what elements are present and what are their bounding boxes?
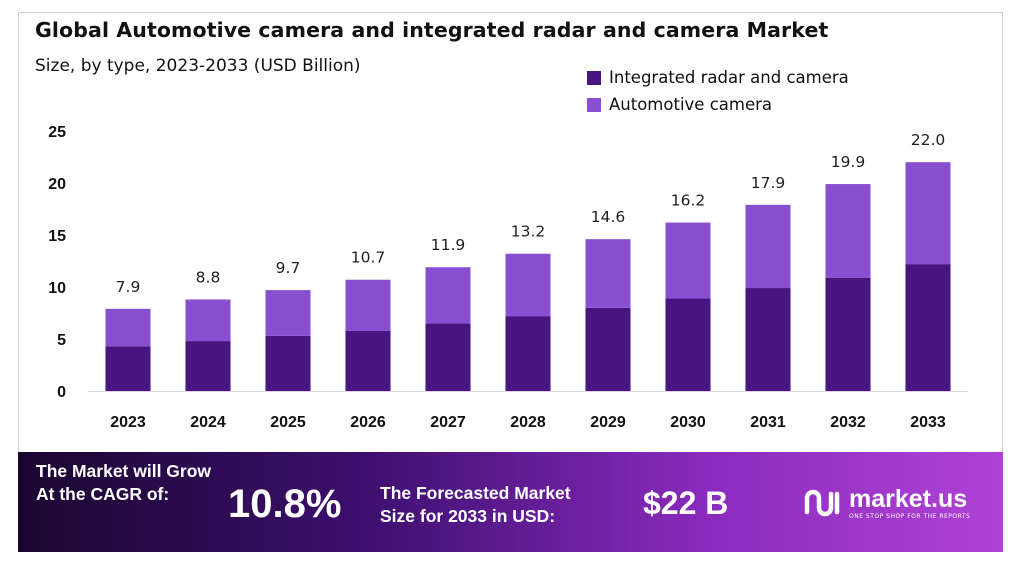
- x-tick-label: 2028: [510, 414, 546, 431]
- cagr-caption: The Market will Grow At the CAGR of:: [36, 460, 211, 506]
- y-tick-label: 15: [48, 228, 66, 245]
- x-tick-label: 2033: [910, 414, 946, 431]
- legend: Integrated radar and camera Automotive c…: [587, 64, 849, 118]
- bar-total-label: 22.0: [911, 131, 946, 149]
- legend-item-integrated: Integrated radar and camera: [587, 64, 849, 91]
- market-us-logo: market.us ONE STOP SHOP FOR THE REPORTS: [803, 486, 970, 520]
- x-tick-label: 2024: [190, 414, 226, 431]
- bar-total-label: 11.9: [431, 236, 466, 254]
- bar-automotive-camera: [425, 267, 471, 324]
- logo-wordmark: market.us: [849, 484, 968, 513]
- bar-automotive-camera: [345, 279, 391, 331]
- bar-total-label: 13.2: [511, 223, 546, 241]
- x-tick-label: 2023: [110, 414, 146, 431]
- bar-total-label: 9.7: [276, 259, 301, 277]
- cagr-caption-line1: The Market will Grow: [36, 461, 212, 481]
- bar-automotive-camera: [825, 184, 871, 278]
- bar-integrated-radar-camera: [505, 316, 551, 391]
- bar-integrated-radar-camera: [265, 335, 311, 391]
- forecast-caption: The Forecasted Market Size for 2033 in U…: [380, 482, 571, 528]
- bar-integrated-radar-camera: [745, 288, 791, 391]
- y-tick-label: 5: [57, 332, 66, 349]
- y-tick-label: 10: [48, 280, 66, 297]
- forecast-caption-line2: Size for 2033 in USD:: [380, 506, 556, 526]
- x-tick-label: 2030: [670, 414, 706, 431]
- bar-total-label: 10.7: [351, 249, 386, 267]
- bar-automotive-camera: [745, 204, 791, 289]
- legend-swatch-camera: [587, 97, 601, 112]
- bar-automotive-camera: [185, 299, 231, 342]
- x-tick-label: 2029: [590, 414, 626, 431]
- bar-automotive-camera: [585, 239, 631, 308]
- bar-integrated-radar-camera: [105, 346, 151, 391]
- bar-integrated-radar-camera: [825, 277, 871, 391]
- legend-swatch-integrated: [587, 70, 601, 85]
- bar-integrated-radar-camera: [185, 341, 231, 391]
- bar-automotive-camera: [665, 222, 711, 299]
- bar-chart: 05101520257.920238.820249.7202510.720261…: [48, 124, 968, 431]
- y-tick-label: 20: [48, 176, 66, 193]
- x-tick-label: 2031: [750, 414, 786, 431]
- bar-total-label: 17.9: [751, 174, 786, 192]
- bar-total-label: 19.9: [831, 153, 866, 171]
- bar-automotive-camera: [905, 162, 951, 265]
- x-tick-label: 2026: [350, 414, 386, 431]
- bar-total-label: 16.2: [671, 192, 706, 210]
- cagr-value: 10.8%: [228, 482, 342, 526]
- forecast-value: $22 B: [643, 485, 729, 521]
- legend-label-camera: Automotive camera: [609, 95, 772, 114]
- bar-total-label: 8.8: [196, 268, 221, 286]
- market-us-logo-icon: [804, 489, 840, 517]
- y-tick-label: 0: [57, 384, 66, 401]
- bar-total-label: 7.9: [116, 278, 141, 296]
- bar-total-label: 14.6: [591, 208, 626, 226]
- legend-label-integrated: Integrated radar and camera: [609, 68, 849, 87]
- bar-integrated-radar-camera: [905, 264, 951, 391]
- bar-integrated-radar-camera: [345, 330, 391, 391]
- x-tick-label: 2025: [270, 414, 306, 431]
- logo-tagline: ONE STOP SHOP FOR THE REPORTS: [849, 512, 971, 520]
- bar-integrated-radar-camera: [585, 307, 631, 391]
- cagr-caption-line2: At the CAGR of:: [36, 484, 170, 504]
- x-tick-label: 2032: [830, 414, 866, 431]
- bar-automotive-camera: [265, 290, 311, 336]
- y-tick-label: 25: [48, 124, 66, 141]
- chart-title: Global Automotive camera and integrated …: [35, 18, 829, 42]
- x-tick-label: 2027: [430, 414, 466, 431]
- bar-automotive-camera: [105, 308, 151, 347]
- bar-integrated-radar-camera: [425, 323, 471, 391]
- chart-subtitle: Size, by type, 2023-2033 (USD Billion): [35, 56, 361, 76]
- bar-integrated-radar-camera: [665, 298, 711, 391]
- legend-item-camera: Automotive camera: [587, 91, 849, 118]
- summary-banner: The Market will Grow At the CAGR of: 10.…: [18, 452, 1003, 552]
- forecast-caption-line1: The Forecasted Market: [380, 483, 571, 503]
- bar-automotive-camera: [505, 253, 551, 317]
